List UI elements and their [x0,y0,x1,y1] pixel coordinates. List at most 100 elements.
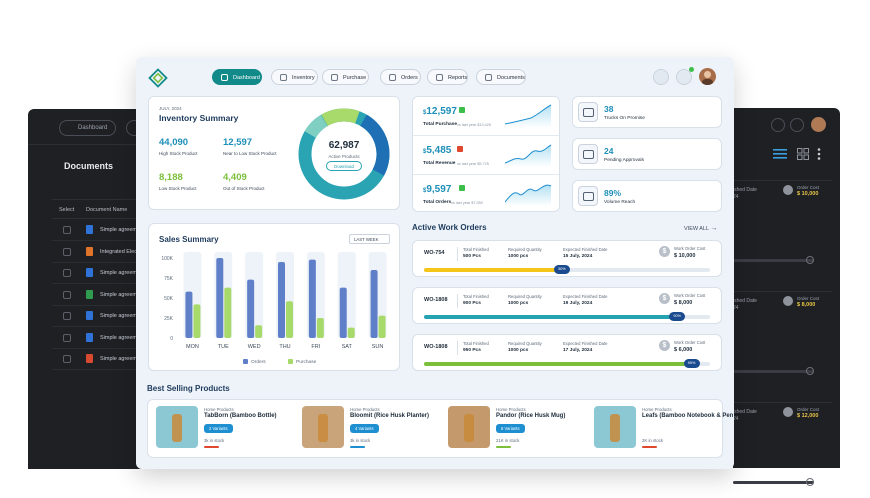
file-type-icon [86,311,93,320]
finished-label: Total Finished [463,341,489,346]
product-item[interactable]: Home Products Pandor (Rice Husk Mug) 6 V… [448,406,588,453]
order-cost-label: Order Cost [797,185,820,190]
download-button[interactable]: Download [326,161,362,171]
kpi-card: $12,597 Total Purchase vs last year $13,… [412,96,560,212]
inventory-stat-value: 12,597 [223,137,253,148]
document-row[interactable]: Simple agreem [52,263,148,284]
best-selling-title: Best Selling Products [147,384,230,393]
document-row[interactable]: Simple agreem [52,349,148,370]
view-all-link[interactable]: VIEW ALL → [684,225,718,232]
grid-view-icon[interactable] [797,148,809,160]
y-tick-label: 0 [170,336,173,342]
dashboard-window: Dashboard Inventory Purchase Orders Repo… [136,57,734,469]
file-type-icon [86,246,93,256]
nav-dashboard-icon [221,74,228,81]
nav-purchase[interactable]: Purchase [322,69,369,85]
nav-documents[interactable]: Documents [476,69,526,85]
row-checkbox[interactable] [63,290,71,299]
cost-value: $ 10,000 [674,253,696,259]
coin-icon [783,296,793,306]
kpi-sparkline [505,144,552,167]
document-name: Simple agreem [100,356,137,362]
back-order-card: ished Date Order Cost $ 10,000 24 [733,180,832,270]
back-gear-icon[interactable] [771,118,785,132]
product-category: Home Products [350,407,380,412]
document-row[interactable]: Simple agreem [52,220,148,241]
nav-orders[interactable]: Orders [380,69,421,85]
progress-fill [424,362,698,366]
bar-orders [216,258,224,338]
inventory-stat-label: Out of Stock Product [223,186,265,191]
document-row[interactable]: Simple agreem [52,306,148,327]
inventory-stat: 44,090 High Stock Product [159,137,198,156]
nav-dashboard[interactable]: Dashboard [212,69,262,85]
inventory-stat-value: 4,409 [223,172,247,183]
user-avatar[interactable] [699,68,716,85]
inventory-stat-value: 44,090 [159,137,189,148]
back-order-card: ished Date Order Cost $ 8,000 24 [733,291,832,381]
app-logo-icon[interactable] [148,68,168,88]
row-checkbox[interactable] [63,355,71,363]
document-row[interactable]: Integrated Elec [52,242,148,263]
nav-reports[interactable]: Reports [427,69,468,85]
row-checkbox[interactable] [63,312,71,320]
kpi-item: $12,597 Total Purchase vs last year $13,… [413,97,559,136]
bar-purchase [347,327,355,338]
cost-label: Work Order Cost [674,293,706,298]
notification-icon[interactable] [676,69,692,85]
inventory-stat: 4,409 Out of Stock Product [223,172,265,191]
more-icon[interactable] [817,148,821,160]
nav-inventory[interactable]: Inventory [271,69,318,85]
stat-card-value: 38 [604,104,614,114]
product-variants-badge[interactable]: 4 Variants [350,424,379,433]
document-row[interactable]: Simple agreem [52,328,148,349]
work-order-card[interactable]: WO-1808 Total Finished 950 Pcs Required … [412,334,722,371]
file-type-icon [86,268,93,277]
best-selling-card: Home Products TabBorn (Bamboo Bottle) 2 … [147,399,733,458]
product-category: Home Products [496,407,526,412]
order-cost-label: Order Cost [797,407,820,412]
product-item[interactable]: Home Products TabBorn (Bamboo Bottle) 2 … [156,406,296,453]
back-avatar[interactable] [811,117,826,132]
finished-date-label: ished Date [733,409,757,415]
product-item[interactable]: Home Products Bloomit (Rice Husk Planter… [302,406,442,453]
work-order-card[interactable]: WO-1808 Total Finished 900 Pcs Required … [412,287,722,324]
row-checkbox[interactable] [63,269,71,277]
row-checkbox[interactable] [63,333,71,342]
coin-icon [783,407,793,417]
required-value: 1000 pcs [508,348,529,353]
document-name: Simple agreem [100,313,137,319]
row-checkbox[interactable] [63,247,71,256]
active-products-value: 62,987 [328,140,360,151]
stock-indicator [350,446,365,448]
legend-purchase: Purchase [288,359,316,365]
cost-label: Work Order Cost [674,340,706,345]
product-variants-badge[interactable]: 2 Variants [204,424,233,433]
kpi-trend-icon [459,185,465,191]
product-item[interactable]: Home Products Leafs (Bamboo Notebook & P… [594,406,734,453]
active-products-donut: 62,987 Active Products Download [294,104,394,204]
bar-purchase [286,301,293,338]
back-bell-icon[interactable] [790,118,804,132]
document-row[interactable]: Simple agreem [52,285,148,306]
back-nav-dashboard[interactable]: Dashboard [59,120,117,136]
work-order-id: WO-1808 [424,344,448,350]
work-order-card[interactable]: WO-754 Total Finished 500 Pcs Required Q… [412,240,722,277]
kpi-trend-icon [459,107,465,113]
date-label: Expected Finished Date [563,341,608,346]
sales-period-select[interactable]: LAST WEEK [349,234,390,244]
x-tick-label: TUE [218,344,229,350]
product-variants-badge[interactable]: 6 Variants [496,424,525,433]
settings-gear-icon[interactable] [653,69,669,85]
date-value: 15 July, 2024 [563,254,593,259]
kpi-item: $9,597 Total Orders vs last year $7,950 [413,175,559,214]
row-checkbox[interactable] [63,226,71,234]
order-cost-value: $ 12,000 [797,413,819,419]
inventory-stat: 8,188 Low Stock Product [159,172,197,191]
box-icon [578,186,598,206]
order-cost-label: Order Cost [797,296,820,301]
bar-orders [247,279,255,338]
work-order-id: WO-754 [424,250,445,256]
list-view-icon[interactable] [773,148,787,160]
